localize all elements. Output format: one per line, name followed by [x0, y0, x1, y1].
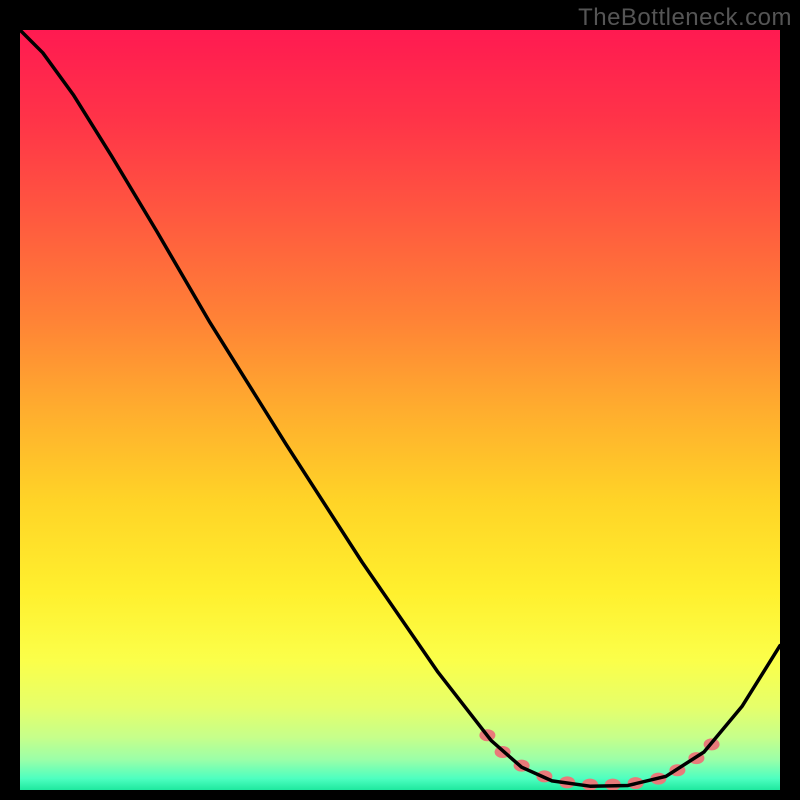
bottleneck-curve	[20, 30, 780, 786]
watermark-text: TheBottleneck.com	[578, 4, 792, 32]
chart-overlay-svg	[20, 30, 780, 790]
chart-plot-area	[20, 30, 780, 790]
